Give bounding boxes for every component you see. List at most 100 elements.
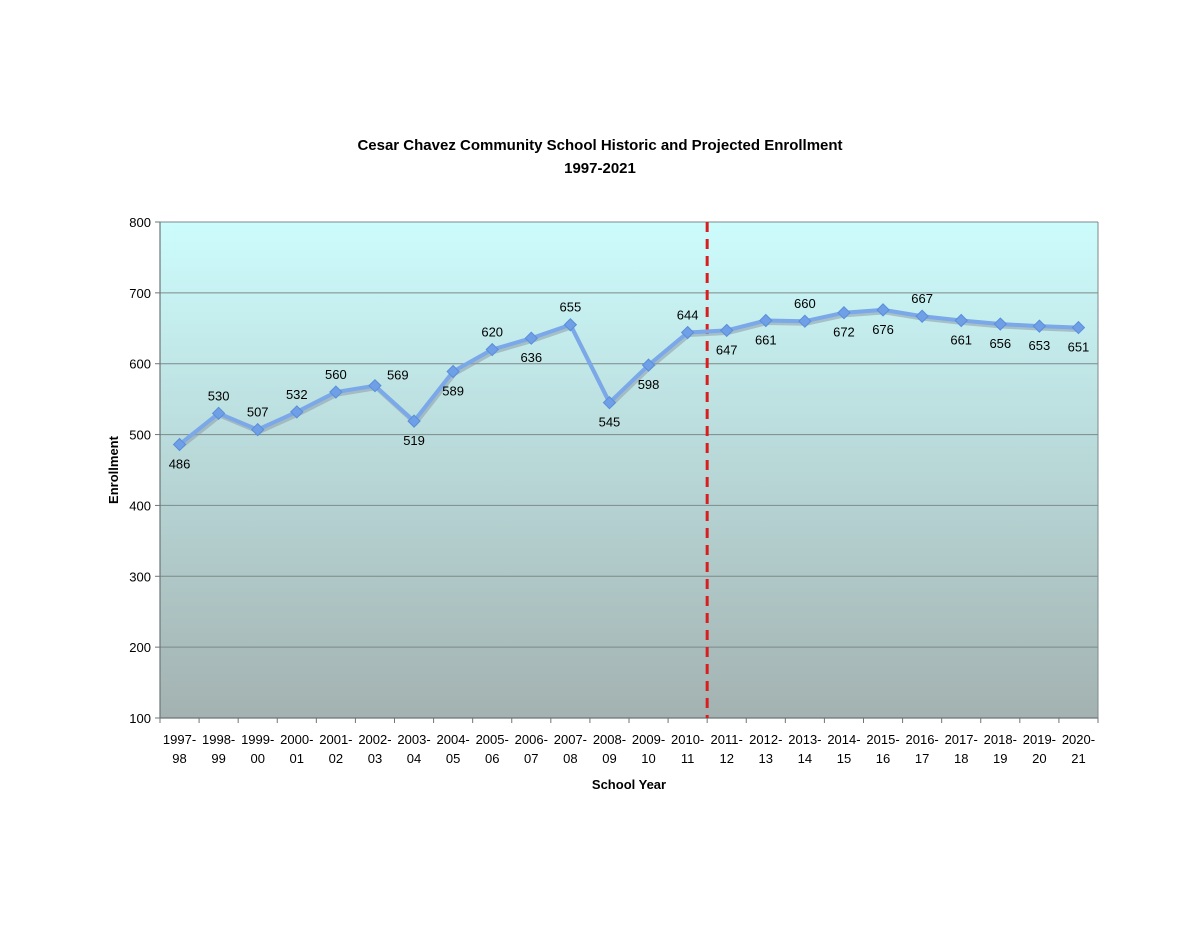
x-tick-label: 06 <box>485 751 499 766</box>
data-label: 532 <box>286 387 308 402</box>
data-point-marker <box>329 385 343 399</box>
data-label: 653 <box>1029 338 1051 353</box>
x-tick-label: 2005- <box>476 732 509 747</box>
x-tick-label: 02 <box>329 751 343 766</box>
x-tick-label: 2014- <box>827 732 860 747</box>
x-tick-label: 20 <box>1032 751 1046 766</box>
series-line-shadow <box>179 310 1081 449</box>
y-tick-label: 200 <box>129 640 151 655</box>
x-tick-label: 00 <box>250 751 264 766</box>
x-tick-label: 99 <box>211 751 225 766</box>
data-label: 676 <box>872 322 894 337</box>
x-tick-label: 2012- <box>749 732 782 747</box>
enrollment-series <box>178 307 1081 449</box>
data-point-marker <box>1032 319 1047 333</box>
data-point-marker <box>563 318 578 332</box>
x-tick-label: 98 <box>172 751 186 766</box>
data-label: 560 <box>325 367 347 382</box>
x-tick-label: 18 <box>954 751 968 766</box>
x-tick-label: 2019- <box>1023 732 1056 747</box>
x-tick-label: 17 <box>915 751 929 766</box>
y-tick-label: 600 <box>129 357 151 372</box>
data-label: 655 <box>560 300 582 315</box>
data-point-marker <box>759 313 773 328</box>
data-label: 620 <box>481 325 503 340</box>
y-axis-tick-labels: 100 200 300 400 500 600 700 800 <box>129 215 151 726</box>
data-label: 589 <box>442 384 464 399</box>
x-tick-label: 11 <box>681 751 695 766</box>
chart-title: Cesar Chavez Community School Historic a… <box>357 137 842 154</box>
data-point-marker <box>211 406 226 421</box>
y-tick-label: 800 <box>129 215 151 230</box>
x-tick-label: 2008- <box>593 732 626 747</box>
gridlines <box>155 221 1098 719</box>
y-tick-label: 100 <box>129 711 151 726</box>
x-tick-label: 2015- <box>866 732 899 747</box>
data-point-marker <box>680 325 695 340</box>
x-tick-label: 03 <box>368 751 382 766</box>
x-tick-label: 2001- <box>319 732 352 747</box>
x-axis-label: School Year <box>592 777 666 792</box>
x-tick-label: 2009- <box>632 732 665 747</box>
x-tick-label: 2000- <box>280 732 313 747</box>
x-tick-label: 16 <box>876 751 890 766</box>
x-tick-label: 14 <box>798 751 812 766</box>
data-label: 647 <box>716 342 738 357</box>
data-point-marker <box>251 422 265 437</box>
data-label: 667 <box>911 291 933 306</box>
data-label: 651 <box>1068 340 1090 355</box>
x-tick-label: 2016- <box>906 732 939 747</box>
x-tick-label: 01 <box>290 751 304 766</box>
data-point-marker <box>954 313 968 328</box>
x-tick-label: 05 <box>446 751 460 766</box>
x-tick-label: 1998- <box>202 732 235 747</box>
data-point-marker <box>407 414 421 428</box>
x-tick-label: 2010- <box>671 732 704 747</box>
x-tick-label: 2011- <box>711 732 743 747</box>
data-label: 644 <box>677 308 699 323</box>
data-label: 507 <box>247 405 269 420</box>
data-point-marker <box>446 364 460 379</box>
x-tick-label: 10 <box>641 751 655 766</box>
axes <box>159 222 1099 723</box>
data-point-marker <box>368 378 382 393</box>
x-tick-label: 04 <box>407 751 421 766</box>
y-tick-label: 400 <box>129 498 151 513</box>
x-tick-label: 12 <box>719 751 733 766</box>
data-labels: 486 530 507 532 560 569 519 589 620 636 655 545 598 6… <box>169 291 1090 471</box>
plot-area <box>160 222 1098 718</box>
x-tick-label: 19 <box>993 751 1007 766</box>
x-axis-tick-labels: 1997- 98 1998- 99 1999- 00 2000- 01 2001- 02 2002-… <box>163 732 1095 766</box>
y-axis-label: Enrollment <box>106 435 121 504</box>
x-tick-label: 2003- <box>397 732 430 747</box>
x-tick-label: 2002- <box>358 732 391 747</box>
data-label: 598 <box>638 377 660 392</box>
data-label: 636 <box>520 350 542 365</box>
y-tick-label: 300 <box>129 569 151 584</box>
x-tick-label: 08 <box>563 751 577 766</box>
chart-subtitle: 1997-2021 <box>564 160 636 177</box>
data-label: 519 <box>403 433 425 448</box>
data-label: 672 <box>833 325 855 340</box>
y-tick-label: 500 <box>129 428 151 443</box>
x-tick-label: 2007- <box>554 732 587 747</box>
x-tick-label: 2004- <box>437 732 470 747</box>
x-tick-label: 07 <box>524 751 538 766</box>
x-tick-label: 2020- <box>1062 732 1095 747</box>
x-tick-label: 1999- <box>241 732 274 747</box>
x-tick-label: 2017- <box>945 732 978 747</box>
x-tick-label: 13 <box>759 751 773 766</box>
data-markers <box>172 303 1086 452</box>
data-label: 660 <box>794 296 816 311</box>
data-point-marker <box>837 305 851 320</box>
x-tick-label: 1997- <box>163 732 196 747</box>
data-point-marker <box>993 317 1007 331</box>
x-tick-label: 15 <box>837 751 851 766</box>
data-point-marker <box>290 405 304 419</box>
data-label: 569 <box>387 368 409 383</box>
data-point-marker <box>876 303 890 317</box>
series-line <box>178 307 1079 447</box>
y-tick-label: 700 <box>129 286 151 301</box>
data-point-marker <box>915 309 929 323</box>
